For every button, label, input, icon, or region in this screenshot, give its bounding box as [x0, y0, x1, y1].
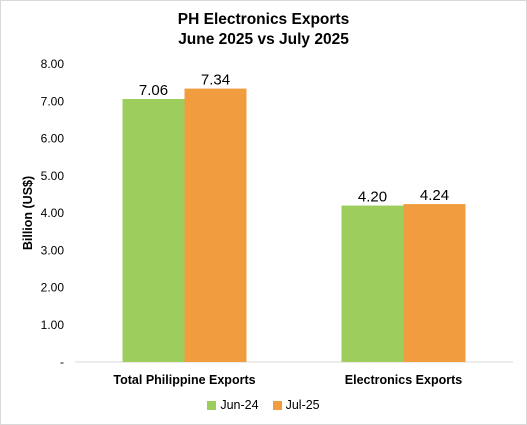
data-label: 7.34: [201, 72, 230, 89]
y-axis-ticks: - 1.00 2.00 3.00 4.00 5.00 6.00 7.00 8.00: [41, 57, 65, 369]
data-label: 4.20: [358, 189, 387, 206]
data-labels: 7.06 7.34 4.20 4.24: [139, 72, 449, 206]
y-tick-label: -: [60, 355, 64, 369]
category-label: Electronics Exports: [345, 373, 462, 387]
y-tick-label: 8.00: [41, 57, 65, 71]
legend-label-jul: Jul-25: [285, 398, 320, 412]
y-tick-label: 4.00: [41, 206, 65, 220]
bar: [403, 204, 466, 362]
legend-swatch-jun: [207, 400, 217, 410]
y-tick-label: 6.00: [41, 132, 65, 146]
bar: [122, 99, 185, 362]
y-tick-label: 3.00: [41, 243, 65, 257]
bar: [341, 205, 404, 362]
legend-item-jul: Jul-25: [272, 398, 320, 412]
y-axis-label: Billion (US$): [21, 176, 35, 250]
category-label: Total Philippine Exports: [113, 373, 255, 387]
bar-group: [122, 88, 466, 363]
legend-swatch-jul: [272, 400, 282, 410]
data-label: 7.06: [139, 82, 168, 99]
legend-item-jun: Jun-24: [207, 398, 259, 412]
y-tick-label: 1.00: [41, 318, 65, 332]
category-labels: Total Philippine Exports Electronics Expo…: [113, 373, 462, 387]
y-tick-label: 5.00: [41, 169, 65, 183]
chart-title: PH Electronics Exports: [177, 11, 350, 28]
y-tick-label: 2.00: [41, 281, 65, 295]
bar: [184, 88, 247, 363]
legend-label-jun: Jun-24: [220, 398, 259, 412]
data-label: 4.24: [420, 187, 449, 204]
y-tick-label: 7.00: [41, 94, 65, 108]
chart-subtitle: June 2025 vs July 2025: [178, 31, 349, 48]
legend: Jun-24 Jul-25: [1, 398, 526, 412]
